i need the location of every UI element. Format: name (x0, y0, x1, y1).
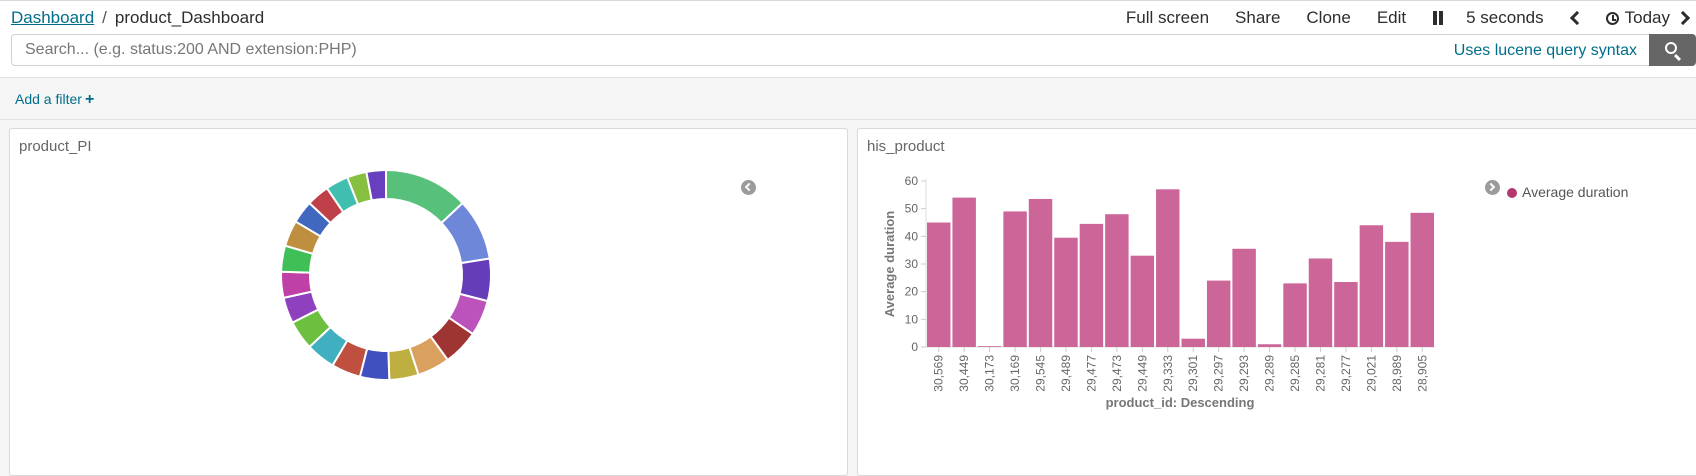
x-tick-label: 29,301 (1186, 355, 1200, 392)
search-input[interactable]: Search... (e.g. status:200 AND extension… (11, 34, 1649, 66)
y-axis-title: Average duration (882, 211, 897, 317)
x-tick-label: 29,021 (1364, 355, 1378, 392)
add-filter-button[interactable]: Add a filter + (15, 91, 94, 109)
clone-button[interactable]: Clone (1306, 8, 1351, 27)
dashboard-grid: product_PI his_product Average duration … (0, 120, 1696, 476)
legend-label: Average duration (1522, 184, 1629, 200)
bar[interactable] (1105, 214, 1129, 347)
search-placeholder: Search... (e.g. status:200 AND extension… (25, 41, 357, 58)
bar[interactable] (1054, 237, 1078, 347)
y-tick-label: 50 (905, 202, 919, 216)
y-tick-label: 10 (905, 312, 919, 326)
time-range-button[interactable]: Today (1624, 8, 1670, 27)
y-tick-label: 30 (905, 257, 919, 271)
legend-toggle-icon[interactable] (741, 180, 756, 195)
x-tick-label: 29,297 (1212, 355, 1226, 392)
x-tick-label: 28,989 (1390, 355, 1404, 392)
bar[interactable] (1257, 344, 1282, 347)
breadcrumb-separator: / (102, 8, 107, 27)
bar[interactable] (1028, 198, 1053, 347)
x-tick-label: 29,281 (1313, 355, 1327, 392)
legend-dot (1507, 188, 1517, 198)
breadcrumb: Dashboard / product_Dashboard (11, 8, 264, 28)
add-filter-label: Add a filter (15, 91, 82, 107)
share-button[interactable]: Share (1235, 8, 1281, 27)
x-tick-label: 29,473 (1110, 355, 1124, 392)
x-tick-label: 30,169 (1008, 355, 1022, 392)
dashboard-menu: Full screen Share Clone Edit 5 seconds T… (1126, 8, 1696, 28)
breadcrumb-current: product_Dashboard (114, 8, 265, 27)
x-tick-label: 30,449 (957, 355, 971, 392)
panel-title: his_product (867, 138, 945, 155)
donut-slice[interactable] (365, 168, 387, 202)
bar[interactable] (1079, 223, 1104, 347)
panel-product-pi: product_PI (9, 128, 848, 476)
panel-his-product: his_product Average duration 0 10 20 30 40 50… (857, 128, 1696, 476)
x-tick-label: 29,333 (1161, 355, 1175, 392)
legend-item[interactable]: Average duration (1507, 184, 1628, 200)
bar[interactable] (1232, 248, 1256, 347)
bar[interactable] (927, 222, 951, 348)
bar[interactable] (952, 197, 976, 347)
donut-chart (280, 168, 492, 381)
search-icon (1665, 42, 1677, 54)
bar[interactable] (1206, 280, 1231, 347)
bar[interactable] (1308, 258, 1333, 347)
x-tick-label: 29,477 (1084, 355, 1098, 392)
bar[interactable] (1003, 211, 1027, 347)
y-tick-label: 20 (905, 285, 919, 299)
bar[interactable] (1334, 281, 1358, 347)
breadcrumb-dashboard-link[interactable]: Dashboard (11, 8, 95, 27)
y-tick-label: 0 (911, 340, 918, 354)
x-tick-label: 29,277 (1339, 355, 1353, 392)
legend-toggle-icon[interactable] (1485, 180, 1500, 195)
x-tick-label: 29,293 (1237, 355, 1251, 392)
y-tick-label: 60 (905, 174, 919, 188)
bar[interactable] (977, 346, 1002, 347)
x-tick-label: 29,289 (1263, 355, 1277, 392)
bar[interactable] (1359, 225, 1384, 347)
lucene-syntax-link[interactable]: Uses lucene query syntax (1453, 42, 1637, 59)
query-bar: Search... (e.g. status:200 AND extension… (11, 34, 1696, 66)
x-tick-label: 29,545 (1034, 355, 1048, 392)
plus-icon: + (84, 91, 95, 108)
filter-bar: Add a filter + (0, 77, 1696, 120)
search-button[interactable] (1649, 34, 1696, 66)
bar-chart: 0 10 20 30 40 50 60 30,569 30,449 30,173 30,169 29,… (882, 174, 1435, 410)
top-nav-bar: Dashboard / product_Dashboard Full screen … (0, 0, 1696, 34)
x-tick-label: 30,173 (983, 355, 997, 392)
bar[interactable] (1385, 241, 1409, 347)
x-tick-label: 29,449 (1135, 355, 1149, 392)
x-axis-title: product_id: Descending (1106, 395, 1255, 410)
refresh-interval-button[interactable]: 5 seconds (1466, 8, 1544, 27)
x-tick-label: 28,905 (1415, 355, 1429, 392)
bar[interactable] (1181, 338, 1205, 347)
chevron-right-icon[interactable] (1675, 10, 1691, 26)
bar[interactable] (1156, 189, 1180, 347)
x-tick-label: 29,489 (1059, 355, 1073, 392)
clock-icon[interactable] (1605, 11, 1619, 25)
x-tick-label: 30,569 (932, 355, 946, 392)
pause-icon[interactable] (1432, 11, 1444, 25)
chevron-left-icon[interactable] (1569, 10, 1584, 26)
x-tick-label: 29,285 (1288, 355, 1302, 392)
edit-button[interactable]: Edit (1376, 8, 1407, 27)
panel-title: product_PI (19, 138, 92, 155)
y-tick-label: 40 (905, 229, 919, 243)
bar[interactable] (1283, 283, 1307, 347)
bar[interactable] (1130, 255, 1155, 347)
full-screen-button[interactable]: Full screen (1125, 8, 1210, 27)
bar[interactable] (1410, 212, 1434, 347)
